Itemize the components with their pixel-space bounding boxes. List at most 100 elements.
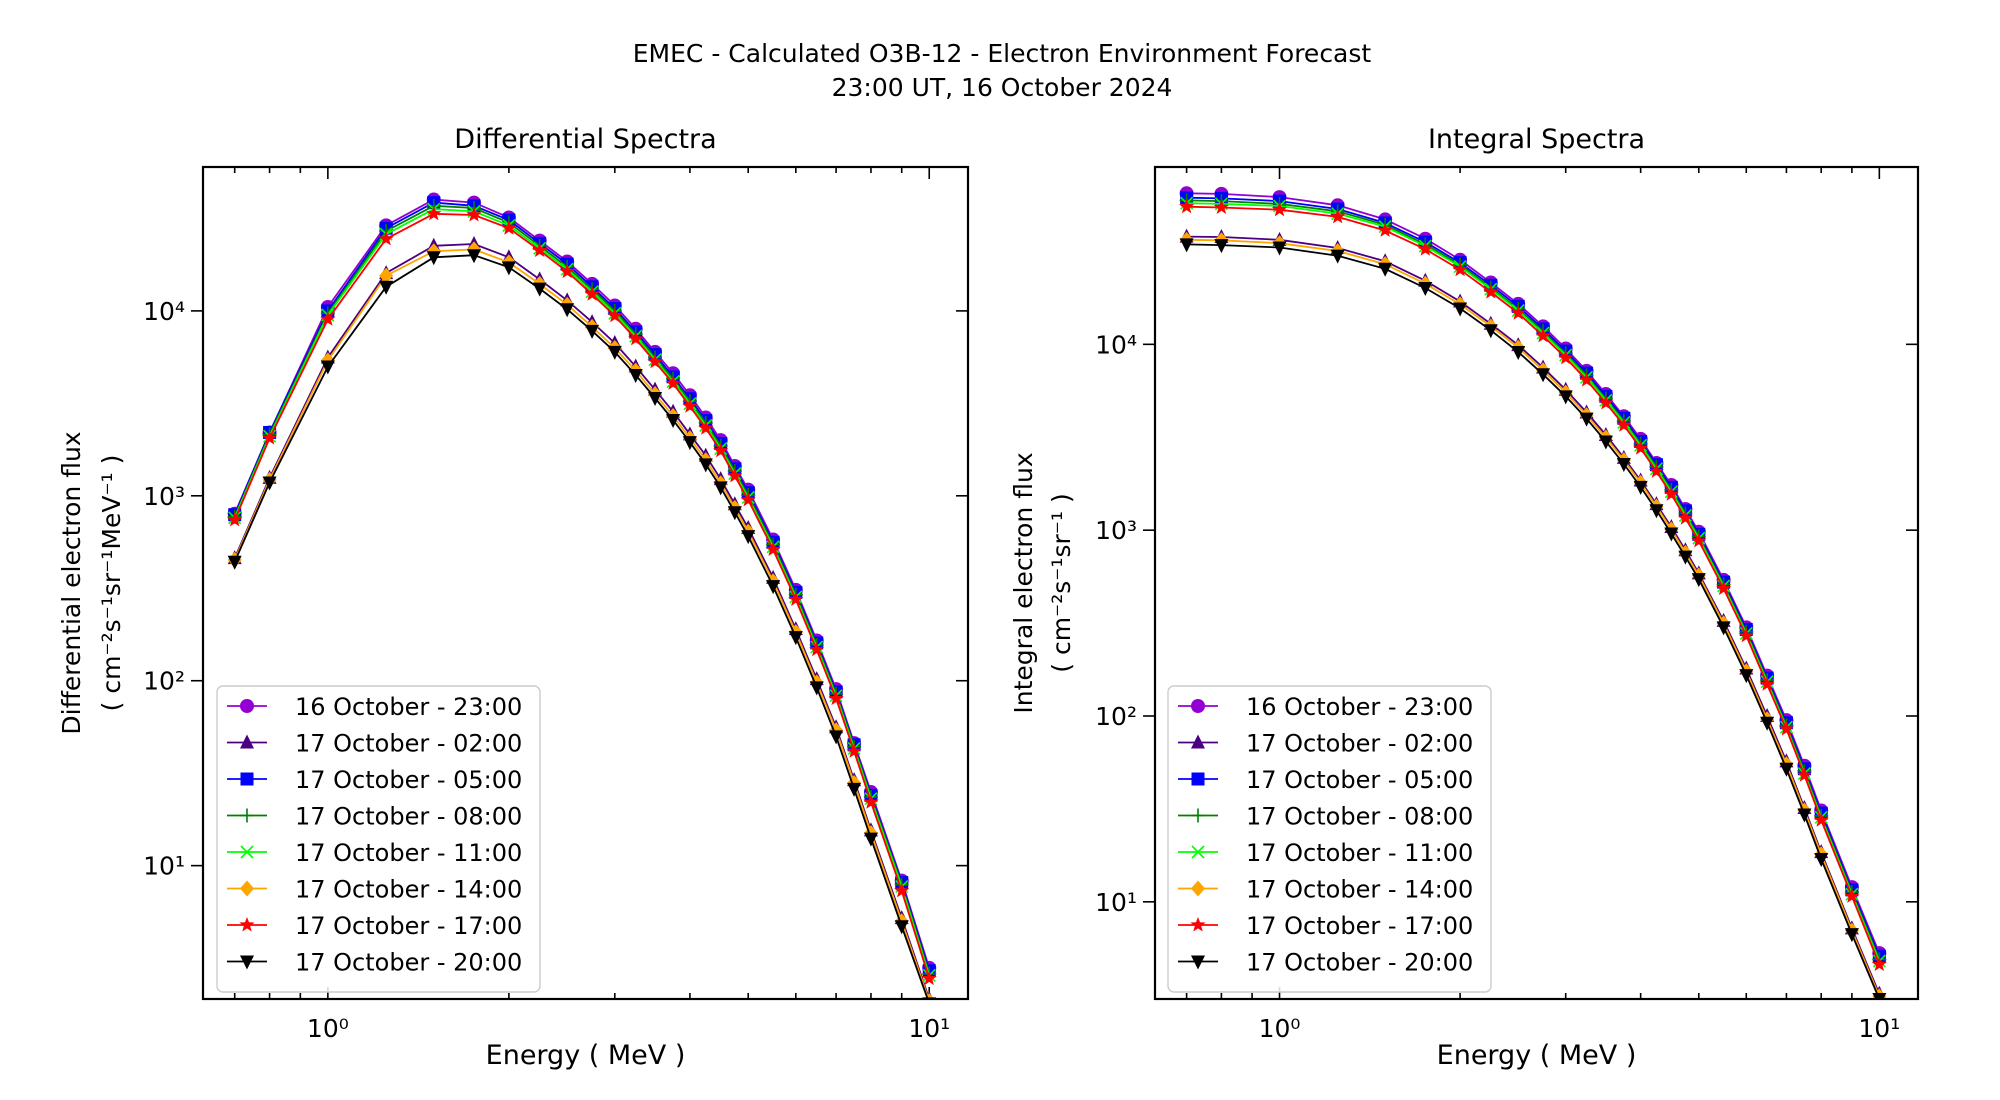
data-point [378,230,394,246]
data-point [379,267,394,284]
y-tick-label: 10¹ [143,852,185,881]
data-point [1778,721,1794,736]
data-point [1179,238,1194,253]
data-point [1648,463,1664,478]
legend-label: 16 October - 23:00 [295,693,522,721]
data-point [1330,208,1346,224]
legend-marker [240,772,254,786]
data-point [1483,284,1499,299]
y-tick-label: 10¹ [1095,888,1137,917]
series-8 [227,249,937,999]
data-point [1871,956,1887,971]
legend-marker [240,955,254,970]
data-point [809,681,824,696]
data-point [727,468,743,483]
legend-item: 17 October - 02:00 [227,730,522,758]
y-tick-label: 10² [1095,702,1137,731]
data-point [1759,676,1775,691]
series-8 [1179,238,1887,999]
legend-marker [1191,955,1205,970]
data-point [665,375,681,390]
data-point [1691,532,1707,548]
legend-label: 17 October - 17:00 [1246,912,1473,940]
data-point [1558,390,1573,405]
plot-frame [1153,165,1920,1001]
legend-label: 17 October - 08:00 [1246,803,1473,831]
legend-item: 16 October - 23:00 [1178,693,1473,721]
data-point [559,263,575,279]
data-point [1510,305,1526,320]
plot-area [1179,186,1887,999]
legend-item: 17 October - 17:00 [1178,912,1473,940]
data-point [1418,281,1433,296]
data-point [585,324,600,339]
chart-title: Integral Spectra [1428,124,1645,155]
data-point [921,970,937,986]
data-point [1739,669,1754,684]
data-point [648,392,663,407]
legend-label: 17 October - 02:00 [295,730,522,758]
data-point [765,541,781,556]
data-point [1738,627,1754,643]
series-7 [227,205,937,986]
legend-label: 17 October - 14:00 [1246,876,1473,904]
data-point [809,641,825,657]
legend-label: 17 October - 08:00 [295,803,522,831]
data-point [1872,993,1887,999]
data-point [1633,440,1649,455]
data-point [1716,621,1731,636]
data-point [766,580,781,595]
data-point [740,491,756,507]
data-point [532,282,547,297]
legend-item: 17 October - 11:00 [227,839,522,867]
chart-title: Differential Spectra [454,124,716,155]
data-point [698,420,714,435]
data-point [1716,580,1732,595]
y-axis-label: Differential electron flux [57,431,86,734]
data-point [1271,201,1288,217]
legend-item: 16 October - 23:00 [227,693,522,721]
plot-area [227,192,937,999]
integral-spectra-chart: Integral Spectra Energy ( MeV ) Integral e… [1009,124,1920,1071]
x-axis-label: Energy ( MeV ) [486,1040,686,1071]
legend-item: 17 October - 02:00 [1178,730,1473,758]
data-point [584,286,600,301]
data-point [1797,808,1812,823]
data-point [1378,262,1393,277]
data-point [741,530,756,545]
legend-marker [1191,880,1205,897]
data-point [1453,302,1468,317]
legend-label: 17 October - 14:00 [295,876,522,904]
data-point [1452,261,1468,277]
x-tick-label: 10⁰ [307,1014,349,1043]
data-point [262,476,277,491]
legend-marker [240,699,254,713]
data-point [727,506,742,521]
legend-label: 17 October - 20:00 [1246,949,1473,977]
data-point [501,261,516,276]
figure-title-line2: 23:00 UT, 16 October 2024 [832,73,1173,102]
data-point [682,436,697,451]
data-point [607,345,622,360]
data-point [1649,504,1664,519]
x-axis-label: Energy ( MeV ) [1437,1040,1637,1071]
legend-marker [1191,699,1205,713]
data-point [1779,762,1794,777]
legend-marker [1191,845,1205,859]
legend-box [1167,685,1492,993]
legend-label: 17 October - 02:00 [1246,730,1473,758]
legend-marker [240,880,254,897]
legend-marker [240,808,254,823]
legend-item: 17 October - 11:00 [1178,839,1473,867]
data-point [1535,327,1551,343]
data-point [501,220,517,235]
legend-marker [1190,917,1206,932]
data-point [1536,368,1551,383]
legend-marker [1191,734,1205,749]
legend-item: 17 October - 05:00 [1178,766,1473,794]
data-point [532,242,548,257]
legend-marker [1191,808,1205,823]
data-point [863,794,879,809]
data-point [829,730,844,745]
data-point [320,360,335,375]
